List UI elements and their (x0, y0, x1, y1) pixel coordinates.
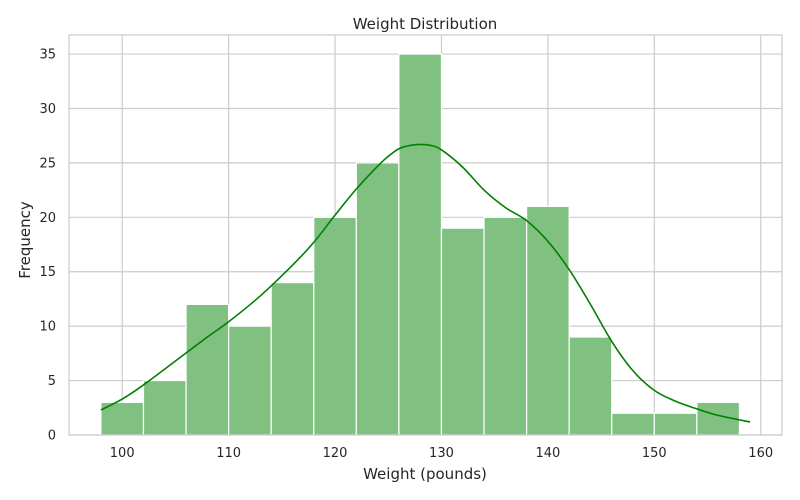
chart-title: Weight Distribution (353, 15, 498, 33)
histogram-bar-11 (568, 336, 613, 436)
histogram-bar-8 (440, 227, 485, 436)
x-tick-label-1: 110 (216, 446, 241, 461)
histogram-bar-6 (355, 162, 400, 436)
histogram-bar-5 (313, 216, 357, 436)
histogram-bar-4 (270, 282, 315, 436)
histogram-bar-7 (398, 53, 443, 436)
histogram-bar-13 (653, 412, 698, 436)
kde-curve (100, 143, 751, 423)
y-tick-label-6: 30 (39, 102, 56, 117)
histogram-bar-9 (483, 216, 528, 436)
x-axis-title: Weight (pounds) (363, 465, 487, 483)
x-tick-labels: 100 110 120 130 140 150 160 (110, 446, 773, 461)
plot-frame (68, 34, 783, 436)
x-tick-label-3: 130 (429, 446, 454, 461)
x-tick-label-5: 150 (642, 446, 667, 461)
y-tick-label-7: 35 (39, 48, 56, 63)
x-tick-label-6: 160 (748, 446, 773, 461)
histogram-bar-10 (525, 205, 570, 436)
y-tick-label-0: 0 (48, 429, 56, 444)
y-tick-label-4: 20 (39, 211, 56, 226)
histogram-bar-1 (142, 379, 187, 436)
histogram-bar-2 (185, 303, 230, 436)
y-tick-label-5: 25 (39, 156, 56, 171)
y-tick-label-2: 10 (39, 320, 56, 335)
y-axis-title: Frequency (16, 201, 34, 279)
x-tick-label-2: 120 (323, 446, 348, 461)
x-tick-label-0: 100 (110, 446, 135, 461)
y-tick-label-3: 15 (39, 265, 56, 280)
y-tick-label-1: 5 (48, 374, 56, 389)
histogram-bar-12 (611, 412, 655, 436)
y-tick-labels: 0 5 10 15 20 25 30 35 (39, 48, 56, 444)
histogram-bar-3 (228, 325, 272, 436)
x-tick-label-4: 140 (535, 446, 560, 461)
